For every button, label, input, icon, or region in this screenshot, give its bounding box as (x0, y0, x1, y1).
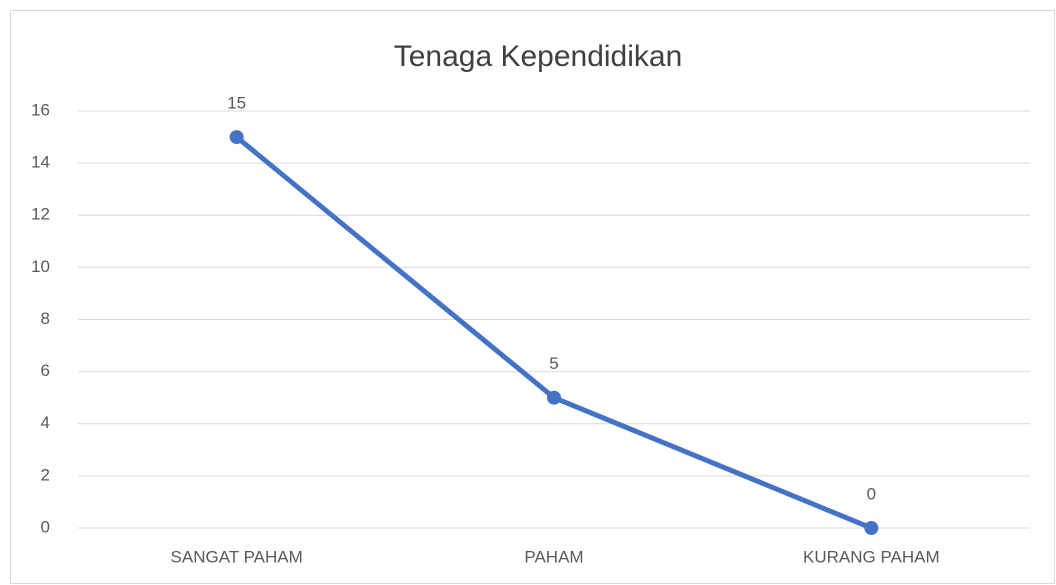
y-tick-label: 14 (31, 153, 50, 172)
chart-title: Tenaga Kependidikan (394, 40, 683, 73)
point (229, 130, 244, 145)
data-label: 5 (549, 354, 558, 373)
chart-border (10, 10, 1055, 584)
x-tick-label: PAHAM (524, 547, 583, 566)
x-tick-label: SANGAT PAHAM (171, 547, 303, 566)
y-tick-label: 10 (31, 257, 50, 276)
y-tick-label: 4 (41, 413, 50, 432)
x-tick-label: KURANG PAHAM (803, 547, 940, 566)
point (547, 390, 561, 405)
point (864, 521, 879, 535)
y-tick-label: 8 (41, 309, 50, 328)
y-tick-label: 2 (41, 465, 50, 484)
y-tick-label: 16 (31, 100, 50, 119)
y-tick-label: 0 (41, 517, 50, 536)
y-tick-label: 6 (41, 361, 50, 380)
y-tick-label: 12 (31, 205, 50, 224)
data-label: 15 (227, 94, 246, 113)
data-label: 0 (867, 484, 876, 503)
